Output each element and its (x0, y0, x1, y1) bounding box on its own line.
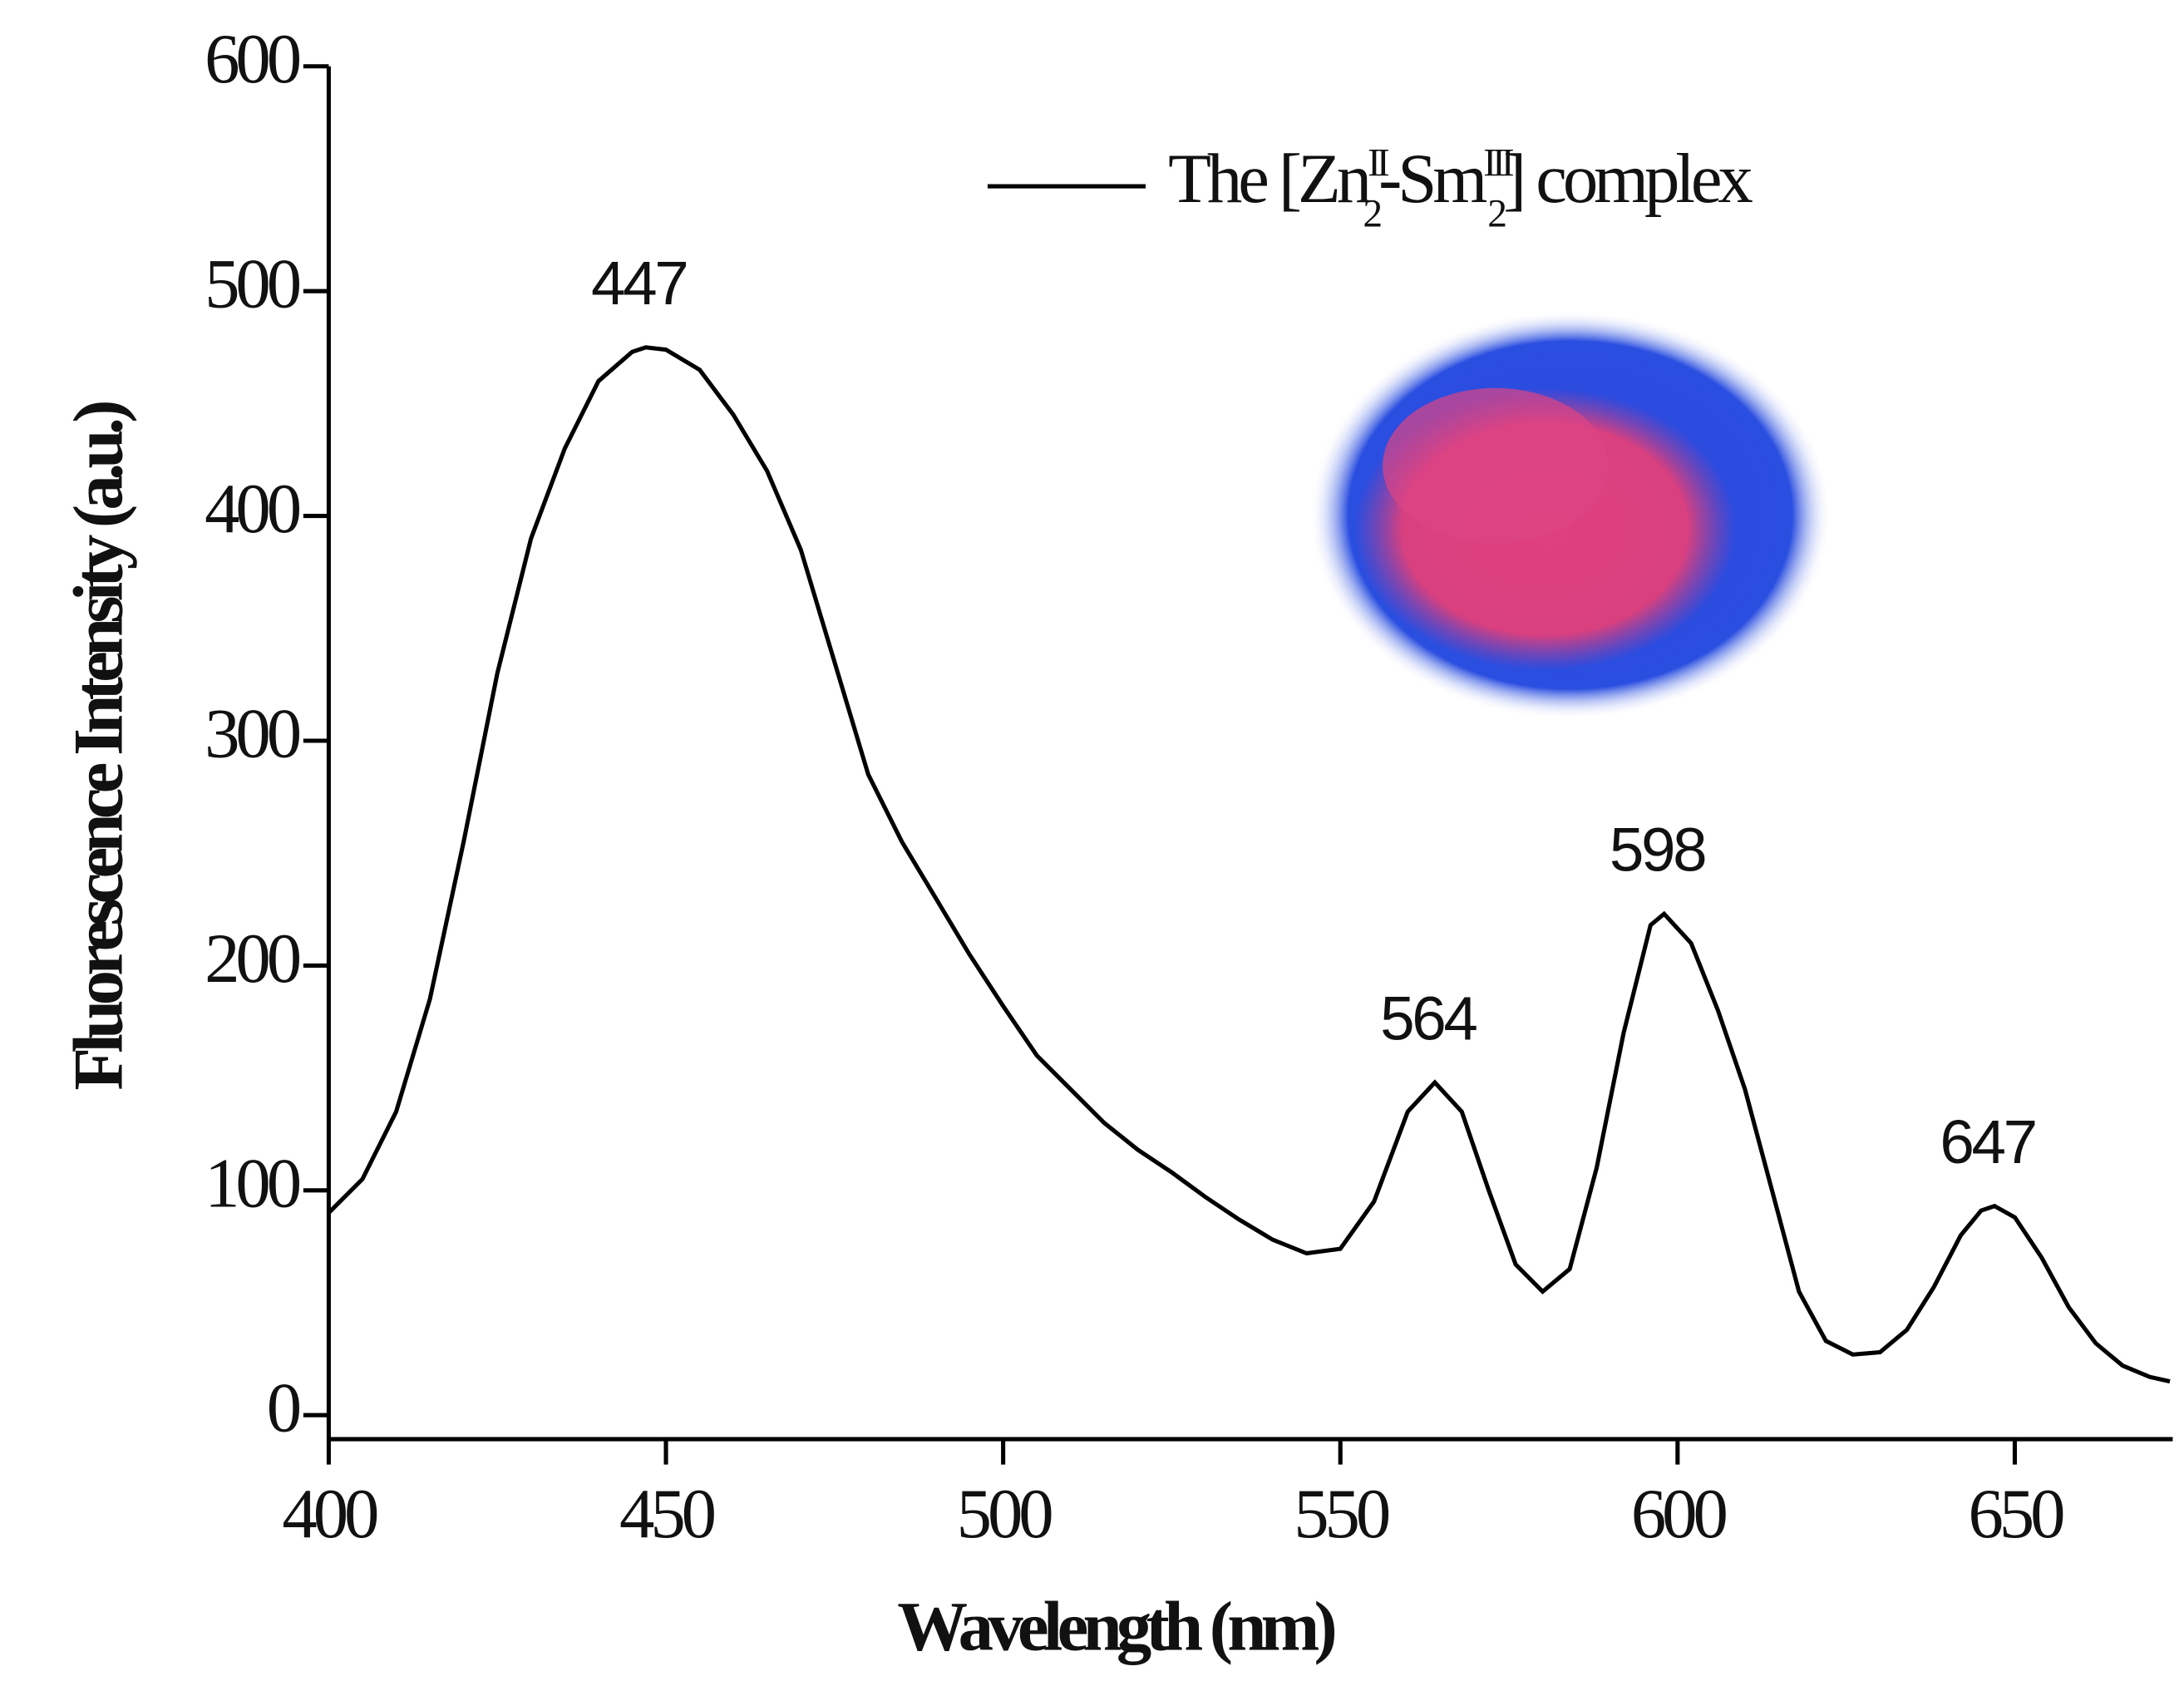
y-tick-label: 200 (205, 919, 300, 998)
x-tick-label: 400 (282, 1475, 377, 1553)
peak-label: 447 (591, 248, 686, 318)
y-tick-label: 400 (205, 470, 300, 548)
peak-label: 598 (1610, 815, 1705, 885)
x-tick-label: 500 (957, 1475, 1053, 1553)
x-tick-label: 600 (1631, 1475, 1727, 1553)
legend-text-part: The [Zn (1168, 140, 1372, 218)
y-tick-label: 500 (205, 245, 300, 323)
legend: The [ZnII 2-SmIII 2] complex (987, 140, 1758, 235)
y-axis-title: Fluorescence Intensity (a.u.) (60, 402, 138, 1091)
inset-photo (1309, 310, 1832, 720)
y-tick-label: 100 (205, 1144, 300, 1222)
peak-label: 564 (1380, 983, 1477, 1053)
y-tick-label: 300 (205, 694, 300, 772)
x-tick-label: 550 (1294, 1475, 1389, 1553)
y-tick-label: 600 (205, 20, 300, 98)
x-tick-label: 650 (1968, 1475, 2063, 1553)
x-axis-title: Wavelength (nm) (897, 1588, 1334, 1666)
data-line (327, 345, 2171, 1384)
peak-label: 647 (1940, 1107, 2034, 1176)
y-tick-label: 0 (267, 1369, 300, 1447)
legend-text-part: -Sm (1378, 140, 1486, 218)
legend-text-part: ] complex (1503, 140, 1753, 218)
legend-label: The [ZnII 2-SmIII 2] complex (1168, 140, 1753, 235)
x-tick-label: 450 (619, 1475, 715, 1553)
